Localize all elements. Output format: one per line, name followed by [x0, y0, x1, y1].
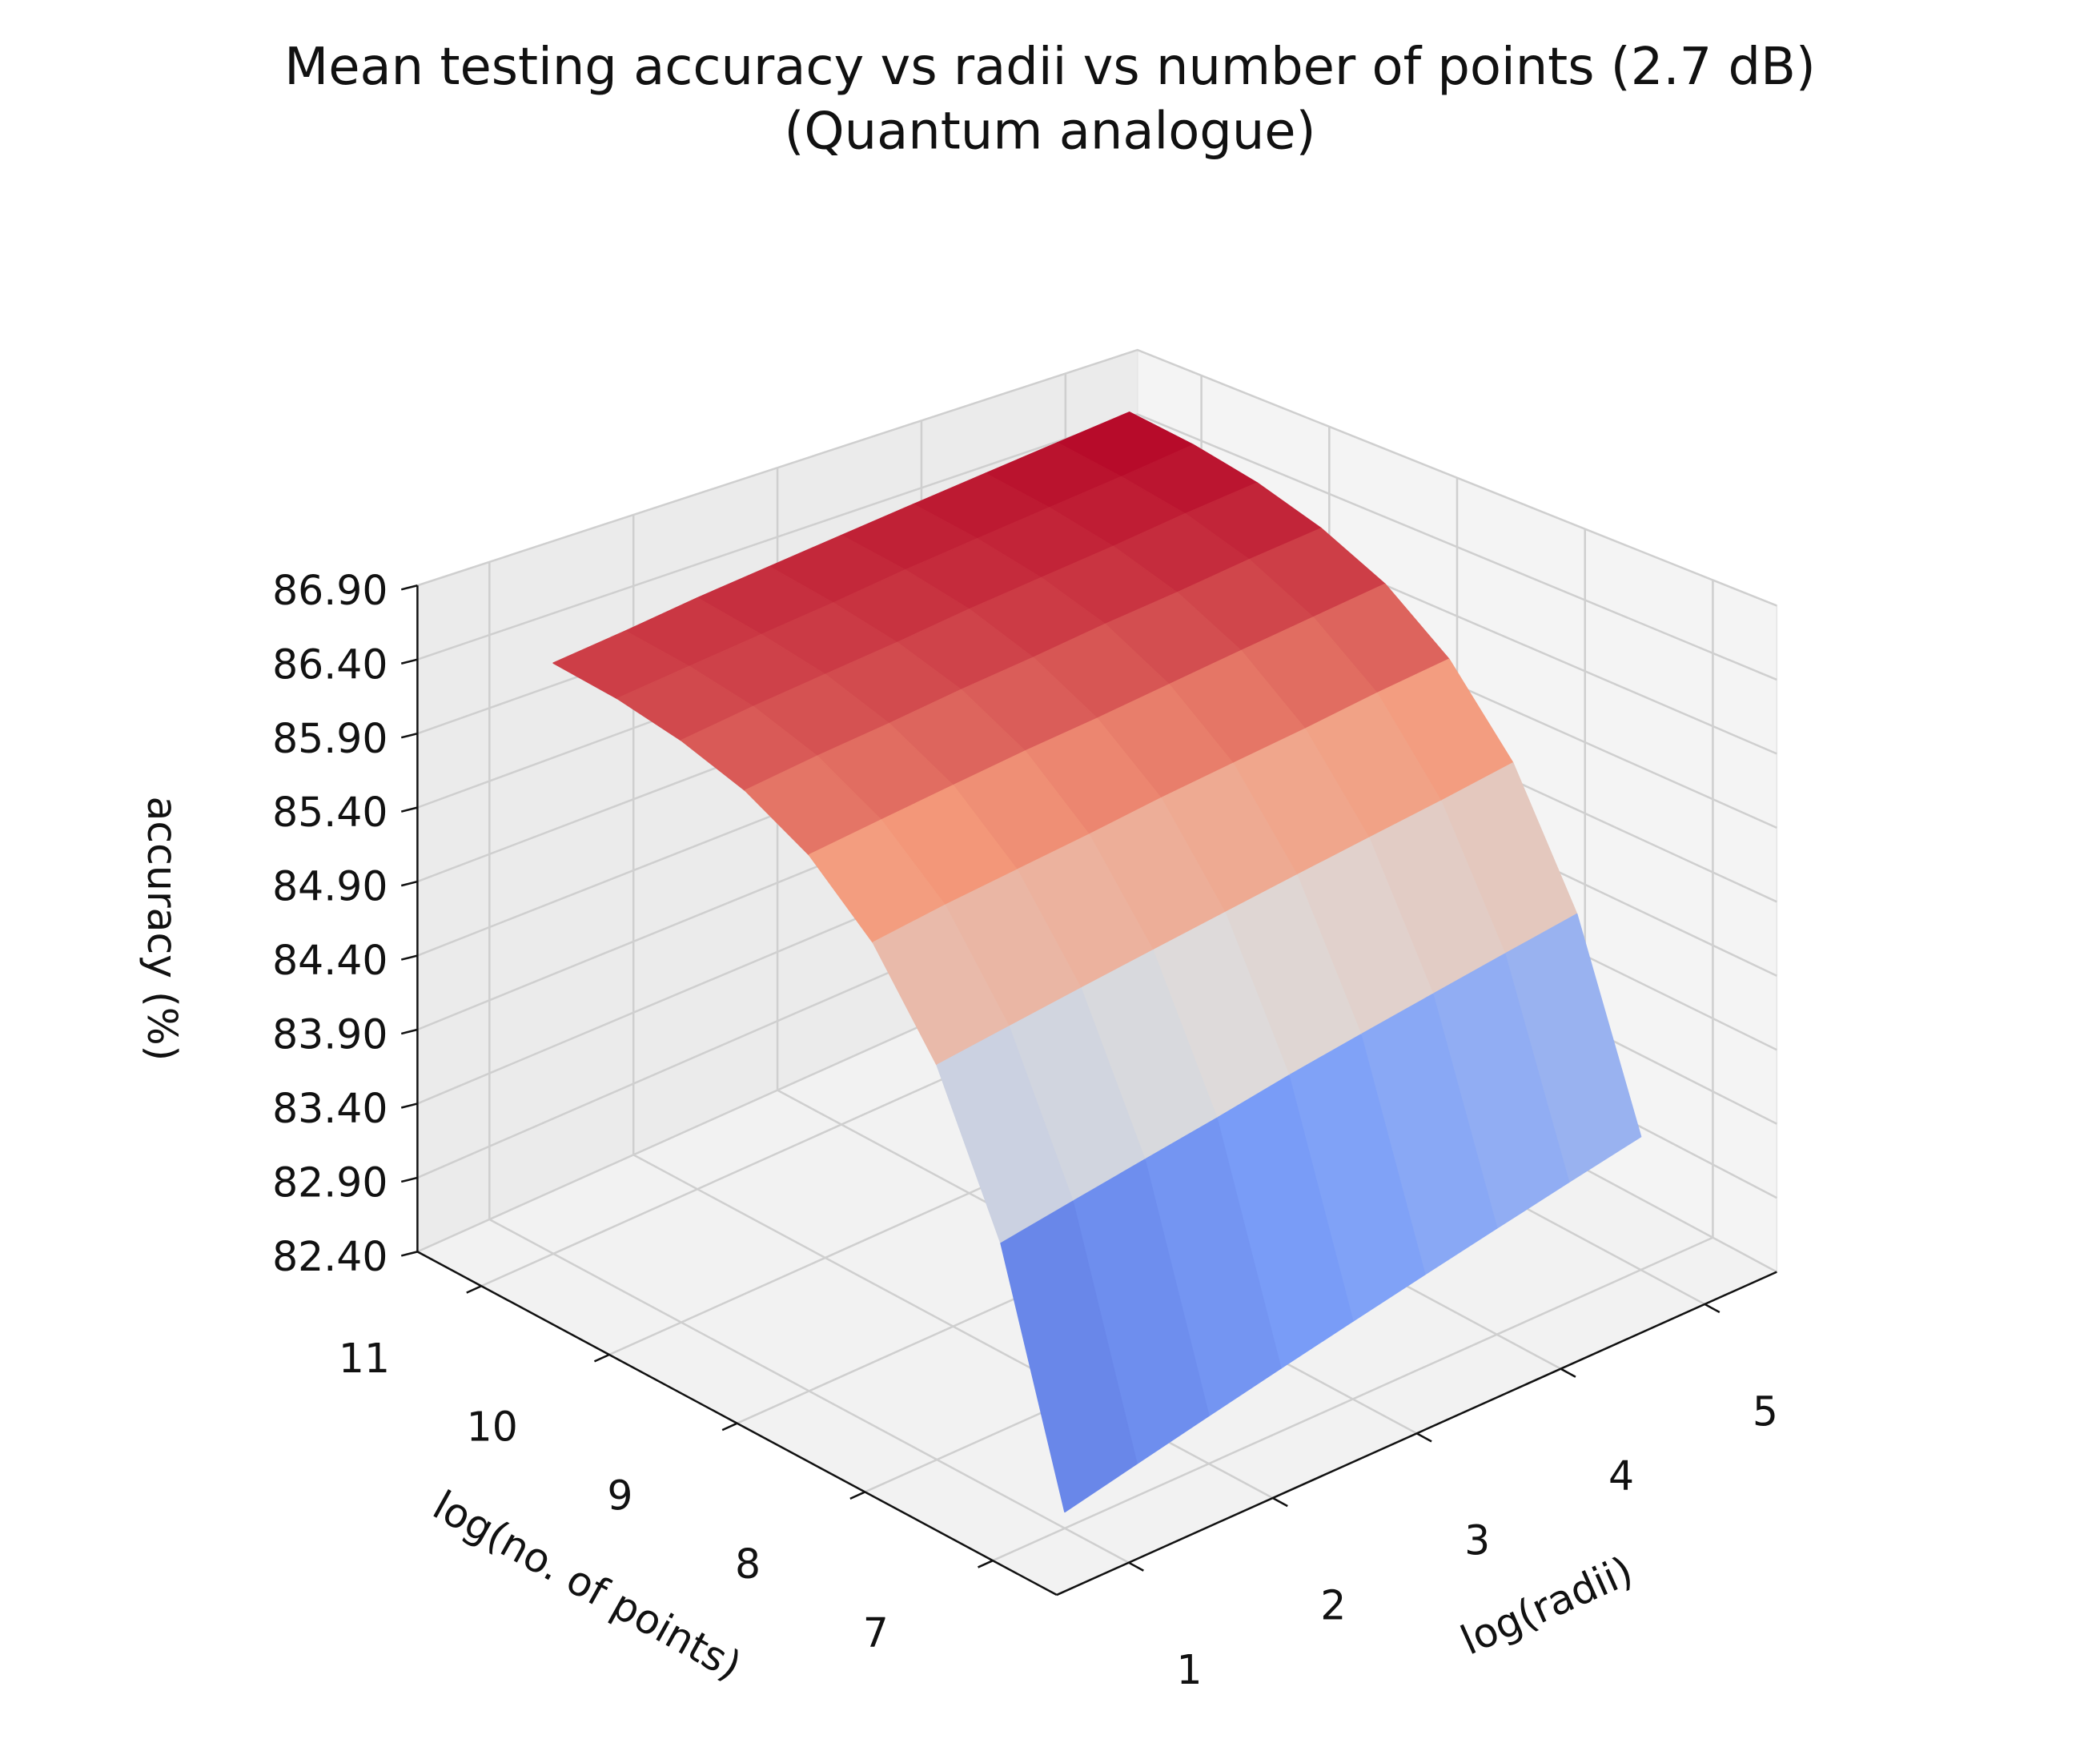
z-tick-label: 82.40	[272, 1233, 387, 1280]
x-tick-label: 1	[1176, 1646, 1202, 1693]
z-tick	[400, 1028, 418, 1035]
x-tick-label: 5	[1753, 1388, 1778, 1435]
z-tick	[400, 880, 418, 887]
z-tick-label: 86.90	[272, 567, 387, 614]
z-tick-label: 82.90	[272, 1159, 387, 1207]
z-tick	[400, 658, 418, 665]
z-tick	[400, 732, 418, 739]
z-tick-label: 86.40	[272, 641, 387, 688]
plot-area: 82.40 82.90 83.40 83.90 84.40 84.90 85.40 85.90…	[272, 348, 1779, 1693]
x-tick	[1704, 1303, 1721, 1314]
x-tick	[1415, 1432, 1432, 1443]
surface-face	[1000, 1200, 1138, 1513]
z-tick	[400, 806, 418, 813]
grid-line	[417, 348, 1777, 607]
y-tick	[466, 1285, 482, 1294]
z-tick	[400, 584, 418, 591]
x-tick	[1560, 1367, 1576, 1378]
grid-line	[417, 413, 1777, 681]
z-tick-label: 84.40	[272, 937, 387, 984]
y-tick-label: 8	[735, 1540, 761, 1588]
z-tick-label: 85.90	[272, 715, 387, 762]
x-tick-label: 2	[1320, 1581, 1346, 1629]
chart-title: Mean testing accuracy vs radii vs number…	[284, 38, 1816, 97]
z-tick	[400, 1102, 418, 1109]
z-tick	[400, 1176, 418, 1183]
z-tick-label: 84.90	[272, 863, 387, 910]
z-tick-label: 83.40	[272, 1085, 387, 1132]
chart-subtitle: (Quantum analogue)	[784, 102, 1315, 162]
x-tick	[1272, 1496, 1288, 1508]
y-tick-label: 10	[467, 1404, 518, 1451]
y-tick	[978, 1560, 994, 1568]
z-axis-label: accuracy (%)	[139, 797, 186, 1062]
x-tick	[1128, 1561, 1144, 1572]
z-tick-label: 83.90	[272, 1011, 387, 1058]
x-tick-label: 4	[1608, 1452, 1634, 1500]
y-tick	[849, 1491, 865, 1500]
z-tick-label: 85.40	[272, 789, 387, 836]
x-tick-label: 3	[1464, 1517, 1490, 1564]
y-tick	[721, 1422, 738, 1432]
y-tick	[593, 1353, 610, 1363]
y-tick-label: 7	[863, 1609, 889, 1657]
z-tick	[400, 954, 418, 961]
y-tick-label: 9	[607, 1472, 632, 1519]
y-tick-label: 11	[339, 1335, 390, 1382]
z-tick	[400, 1251, 418, 1257]
